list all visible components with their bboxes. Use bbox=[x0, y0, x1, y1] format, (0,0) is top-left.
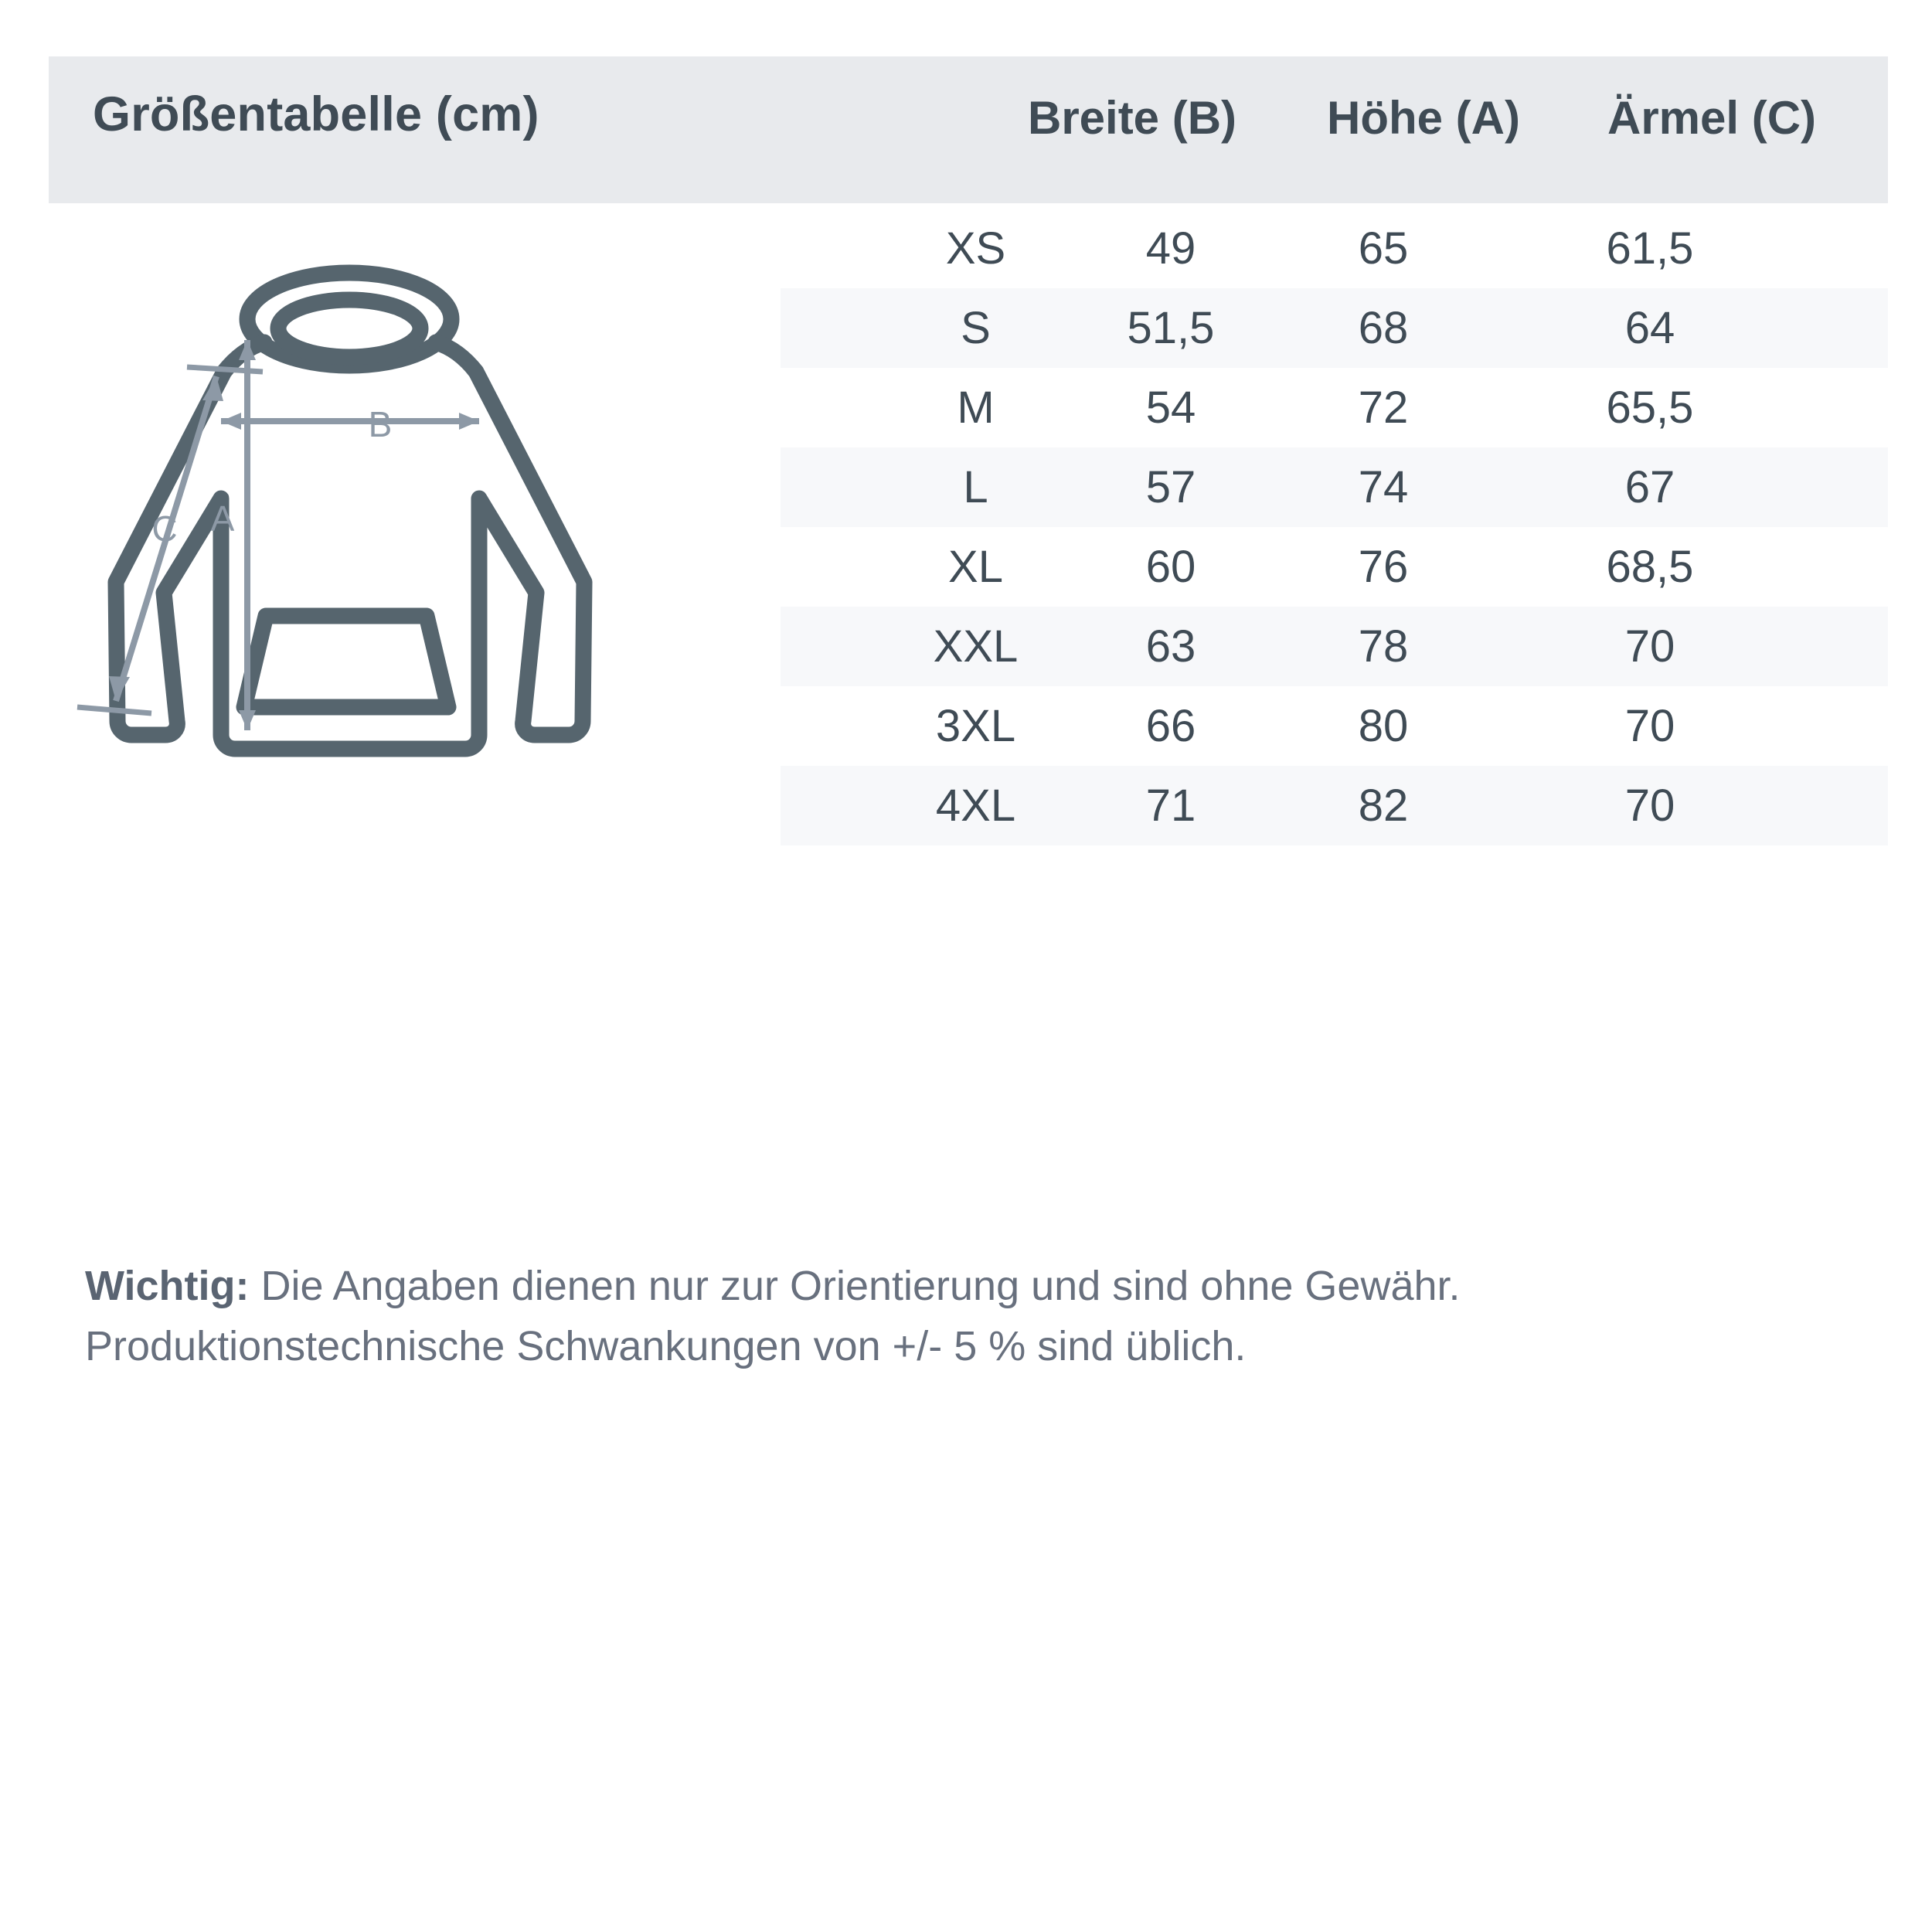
table-row: S 51,5 68 64 bbox=[781, 288, 1888, 368]
cell-hoehe: 76 bbox=[1358, 542, 1409, 592]
cell-size: 4XL bbox=[935, 781, 1016, 831]
cell-hoehe: 68 bbox=[1358, 303, 1409, 353]
dimension-b bbox=[221, 413, 479, 430]
cell-aermel: 64 bbox=[1624, 303, 1675, 353]
column-header-aermel: Ärmel (C) bbox=[1607, 92, 1817, 144]
cell-hoehe: 82 bbox=[1358, 781, 1409, 831]
cell-breite: 63 bbox=[1145, 621, 1196, 672]
size-table: XS 49 65 61,5 S 51,5 68 64 M 54 72 65,5 … bbox=[781, 209, 1888, 845]
cell-size: M bbox=[957, 383, 995, 433]
cell-breite: 54 bbox=[1145, 383, 1196, 433]
cell-breite: 49 bbox=[1145, 223, 1196, 274]
cell-hoehe: 78 bbox=[1358, 621, 1409, 672]
cell-breite: 57 bbox=[1145, 462, 1196, 512]
page-title: Größentabelle (cm) bbox=[93, 87, 539, 141]
cell-size: L bbox=[963, 462, 988, 512]
dimension-a bbox=[239, 340, 256, 730]
cell-breite: 66 bbox=[1145, 701, 1196, 751]
table-header-band bbox=[49, 56, 1888, 203]
cell-aermel: 70 bbox=[1624, 701, 1675, 751]
table-row: 3XL 66 80 70 bbox=[781, 686, 1888, 766]
cell-size: S bbox=[961, 303, 991, 353]
cell-breite: 60 bbox=[1145, 542, 1196, 592]
cell-size: XXL bbox=[933, 621, 1019, 672]
disclaimer-line-2: Produktionstechnische Schwankungen von +… bbox=[85, 1323, 1247, 1369]
table-row: XXL 63 78 70 bbox=[781, 607, 1888, 686]
table-row: L 57 74 67 bbox=[781, 447, 1888, 527]
dimension-label-c: C bbox=[151, 509, 177, 549]
dimension-label-a: A bbox=[211, 498, 235, 539]
cell-aermel: 65,5 bbox=[1606, 383, 1694, 433]
dimension-label-b: B bbox=[369, 404, 393, 444]
disclaimer-lead: Wichtig: bbox=[85, 1263, 250, 1309]
dimension-markers bbox=[77, 340, 479, 730]
disclaimer-note: Wichtig: Die Angaben dienen nur zur Orie… bbox=[85, 1256, 1886, 1376]
cell-aermel: 70 bbox=[1624, 621, 1675, 672]
cell-aermel: 67 bbox=[1624, 462, 1675, 512]
table-row: M 54 72 65,5 bbox=[781, 368, 1888, 447]
cell-hoehe: 74 bbox=[1358, 462, 1409, 512]
cell-size: 3XL bbox=[935, 701, 1016, 751]
cell-aermel: 70 bbox=[1624, 781, 1675, 831]
cell-size: XL bbox=[948, 542, 1003, 592]
column-header-breite: Breite (B) bbox=[1027, 92, 1237, 144]
dimension-c bbox=[77, 364, 264, 716]
cell-hoehe: 80 bbox=[1358, 701, 1409, 751]
table-row: 4XL 71 82 70 bbox=[781, 766, 1888, 845]
cell-breite: 51,5 bbox=[1127, 303, 1215, 353]
cell-size: XS bbox=[945, 223, 1006, 274]
cell-hoehe: 65 bbox=[1358, 223, 1409, 274]
cell-aermel: 68,5 bbox=[1606, 542, 1694, 592]
cell-aermel: 61,5 bbox=[1606, 223, 1694, 274]
hoodie-icon bbox=[107, 264, 593, 757]
cell-hoehe: 72 bbox=[1358, 383, 1409, 433]
disclaimer-line-1: Die Angaben dienen nur zur Orientierung … bbox=[249, 1263, 1461, 1309]
cell-breite: 71 bbox=[1145, 781, 1196, 831]
table-row: XL 60 76 68,5 bbox=[781, 527, 1888, 607]
table-row: XS 49 65 61,5 bbox=[781, 209, 1888, 288]
hoodie-diagram: B A C bbox=[70, 243, 734, 831]
column-header-hoehe: Höhe (A) bbox=[1327, 92, 1520, 144]
